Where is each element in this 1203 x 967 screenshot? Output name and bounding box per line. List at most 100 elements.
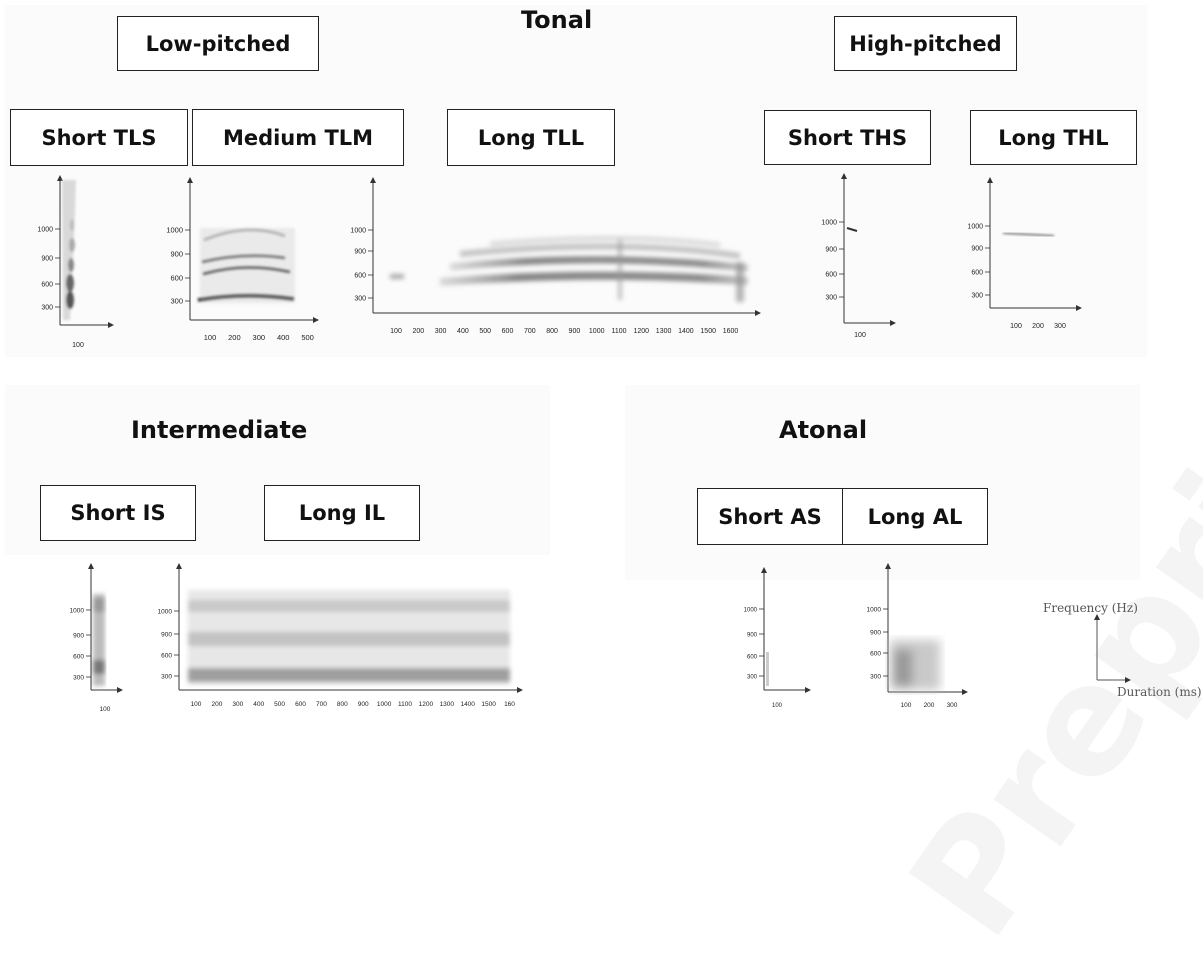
al-y-tick-label: 900	[870, 630, 881, 637]
il-y-tick-label: 1000	[158, 609, 173, 616]
medium-tlm-box: Medium TLM	[192, 109, 404, 166]
il-x-tick-label: 400	[253, 701, 264, 708]
tll-x-tick-label: 300	[435, 328, 447, 335]
tls-x-tick-label: 100	[72, 342, 84, 349]
ths-y-tick-label: 600	[825, 272, 837, 279]
short-ths-box: Short THS	[764, 110, 931, 165]
tll-x-tick-label: 800	[546, 328, 558, 335]
al-spectrogram	[885, 563, 968, 695]
is-y-tick-label: 300	[73, 675, 84, 682]
tonal-heading: Tonal	[521, 6, 593, 34]
thl-x-tick-label: 300	[1054, 323, 1066, 330]
long-al-box: Long AL	[842, 488, 988, 545]
is-x-tick-label: 100	[100, 706, 111, 713]
ths-x-tick-label: 100	[854, 332, 866, 339]
tls-y-tick-label: 900	[41, 256, 53, 263]
is-y-tick-label: 900	[73, 633, 84, 640]
il-x-tick-label: 160	[504, 701, 515, 708]
tlm-x-tick-label: 500	[301, 333, 314, 342]
il-x-tick-label: 300	[232, 701, 243, 708]
al-x-tick-label: 200	[924, 702, 935, 709]
as-y-tick-label: 600	[747, 655, 758, 661]
tll-x-tick-label: 400	[457, 328, 469, 335]
il-x-tick-label: 700	[316, 701, 327, 708]
tick-labels-layer: 1000 900 600 300 100 1000 900 600 300 100 200 300 40…	[37, 220, 1066, 714]
long-tll-box: Long TLL	[447, 109, 615, 166]
al-y-tick-label: 600	[870, 651, 881, 658]
tll-x-tick-label: 1400	[678, 328, 694, 335]
thl-x-tick-label: 200	[1032, 323, 1044, 330]
high-pitched-box: High-pitched	[834, 16, 1017, 71]
al-y-tick-label: 1000	[867, 607, 882, 614]
il-spectrogram	[176, 563, 523, 693]
il-y-tick-label: 900	[161, 632, 172, 639]
tlm-y-tick-label: 600	[170, 274, 183, 283]
il-x-tick-label: 500	[274, 701, 285, 708]
il-x-tick-label: 200	[211, 701, 222, 708]
tlm-y-tick-label: 300	[170, 297, 183, 306]
axes-legend: Frequency (Hz) Duration (ms)	[1043, 601, 1202, 699]
tlm-y-tick-label: 900	[170, 250, 183, 259]
ths-y-tick-label: 300	[825, 295, 837, 302]
il-x-tick-label: 1100	[398, 701, 412, 708]
il-x-tick-label: 600	[295, 701, 306, 708]
tls-y-tick-label: 600	[41, 282, 53, 289]
tll-x-tick-label: 100	[390, 328, 402, 335]
tlm-x-tick-label: 200	[228, 333, 241, 342]
tlm-x-tick-label: 100	[204, 333, 217, 342]
is-spectrogram	[88, 563, 123, 693]
il-x-tick-label: 900	[358, 701, 369, 708]
tll-y-tick-label: 900	[354, 249, 366, 256]
intermediate-heading: Intermediate	[131, 416, 308, 444]
as-y-tick-label: 1000	[744, 608, 758, 614]
il-x-tick-label: 1000	[377, 701, 392, 708]
il-x-tick-label: 1300	[440, 701, 455, 708]
tll-x-tick-label: 1600	[723, 328, 739, 335]
al-x-tick-label: 300	[947, 702, 958, 709]
tll-y-tick-label: 300	[354, 296, 366, 303]
legend-x-label: Duration (ms)	[1117, 685, 1202, 699]
il-x-tick-label: 1200	[419, 701, 434, 708]
thl-y-tick-label: 900	[971, 246, 983, 253]
ths-y-tick-label: 1000	[821, 220, 837, 227]
short-as-box: Short AS	[697, 488, 842, 545]
il-x-tick-label: 1500	[481, 701, 496, 708]
tll-x-tick-label: 900	[569, 328, 581, 335]
low-pitched-box: Low-pitched	[117, 16, 319, 71]
long-il-box: Long IL	[264, 485, 420, 541]
thl-y-tick-label: 600	[971, 270, 983, 277]
tll-x-tick-label: 1300	[656, 328, 672, 335]
tll-x-tick-label: 200	[412, 328, 424, 335]
il-x-tick-label: 1400	[460, 701, 475, 708]
short-is-box: Short IS	[40, 485, 196, 541]
thl-y-tick-label: 1000	[967, 224, 983, 231]
tll-x-tick-label: 1200	[634, 328, 650, 335]
tlm-spectrogram	[187, 177, 319, 323]
as-y-tick-label: 900	[747, 633, 758, 639]
legend-y-label: Frequency (Hz)	[1043, 601, 1138, 615]
thl-x-tick-label: 100	[1010, 323, 1022, 330]
tll-x-tick-label: 1100	[611, 328, 626, 335]
il-x-tick-label: 800	[337, 701, 348, 708]
al-x-tick-label: 100	[901, 702, 912, 709]
tlm-x-tick-label: 300	[253, 333, 266, 342]
atonal-panel	[625, 385, 1140, 580]
al-y-tick-label: 300	[870, 674, 881, 681]
tll-spectrogram	[370, 177, 761, 316]
tll-y-tick-label: 1000	[350, 228, 366, 235]
il-y-tick-label: 300	[161, 674, 172, 681]
long-thl-box: Long THL	[970, 110, 1137, 165]
il-x-tick-label: 100	[191, 701, 202, 708]
ths-spectrogram	[841, 173, 896, 326]
ths-y-tick-label: 900	[825, 247, 837, 254]
il-y-tick-label: 600	[161, 653, 172, 660]
tls-spectrogram	[57, 175, 114, 328]
tlm-y-tick-label: 1000	[166, 226, 183, 235]
tll-x-tick-label: 700	[524, 328, 536, 335]
tll-x-tick-label: 1500	[700, 328, 716, 335]
thl-y-tick-label: 300	[971, 293, 983, 300]
as-y-tick-label: 300	[747, 675, 758, 681]
short-tls-box: Short TLS	[10, 109, 188, 166]
thl-spectrogram	[987, 177, 1082, 311]
as-x-tick-label: 100	[772, 703, 783, 709]
